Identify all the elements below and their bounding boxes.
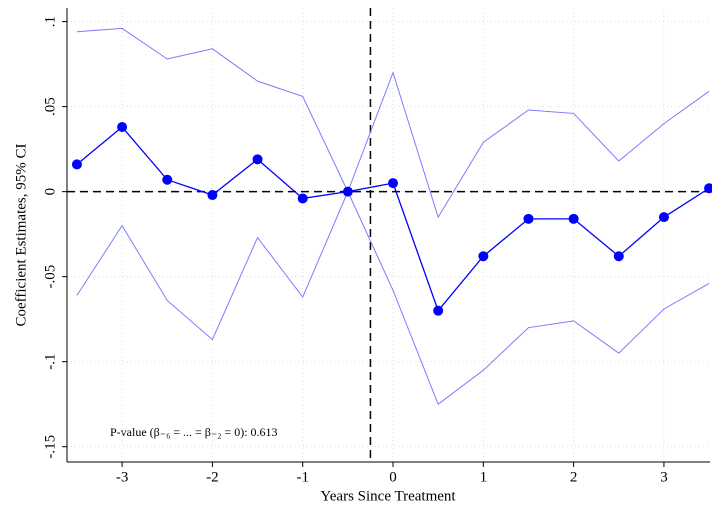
point: [523, 213, 534, 224]
x-tick-label: 0: [389, 469, 397, 485]
annotation: P-value (β₋₆ = ... = β₋₂ = 0): 0.613: [110, 425, 278, 439]
point: [478, 251, 489, 262]
point: [342, 186, 353, 197]
y-axis-label: Coefficient Estimates, 95% CI: [13, 143, 29, 326]
y-tick-label: -.05: [42, 265, 58, 289]
coefficient-line: [76, 126, 710, 312]
point: [613, 251, 624, 262]
ci-lower-line: [76, 190, 710, 405]
point: [568, 213, 579, 224]
y-tick-label: 0: [42, 188, 58, 196]
x-tick-label: 1: [480, 469, 488, 485]
point: [117, 122, 128, 133]
x-tick-label: 3: [660, 469, 668, 485]
point: [71, 159, 82, 170]
point: [162, 174, 173, 185]
y-tick-label: .05: [42, 97, 58, 116]
y-tick-label: -.15: [42, 435, 58, 459]
x-axis-label: Years Since Treatment: [320, 488, 456, 504]
x-tick-label: -2: [206, 469, 219, 485]
x-tick-label: 2: [570, 469, 578, 485]
point: [207, 190, 218, 201]
point: [252, 154, 263, 165]
point: [704, 183, 712, 194]
x-tick-label: -1: [296, 469, 309, 485]
ci-upper-line: [76, 27, 710, 219]
point: [433, 305, 444, 316]
y-tick-label: .1: [42, 16, 58, 27]
y-tick-label: -.1: [42, 354, 58, 370]
point: [388, 178, 399, 189]
point: [658, 212, 669, 223]
point: [297, 193, 308, 204]
x-tick-label: -3: [116, 469, 129, 485]
